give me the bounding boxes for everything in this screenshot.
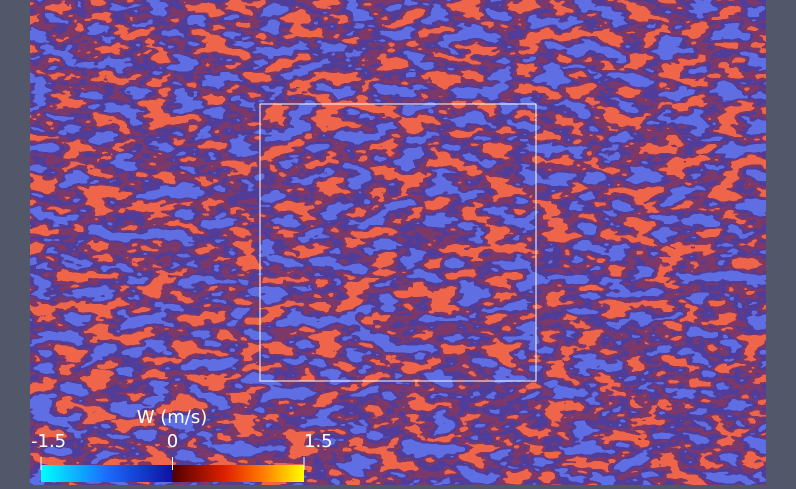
colorbar-title: W (m/s) bbox=[137, 407, 208, 428]
colorbar: W (m/s) -1.5 0 1.5 bbox=[31, 407, 333, 482]
region-box bbox=[259, 103, 537, 382]
colorbar-gradient bbox=[41, 465, 304, 482]
colorbar-tick-label: 0 bbox=[167, 431, 178, 452]
colorbar-tick-label: 1.5 bbox=[304, 431, 333, 452]
colorbar-tick-label: -1.5 bbox=[31, 431, 66, 452]
velocity-field bbox=[30, 0, 766, 485]
